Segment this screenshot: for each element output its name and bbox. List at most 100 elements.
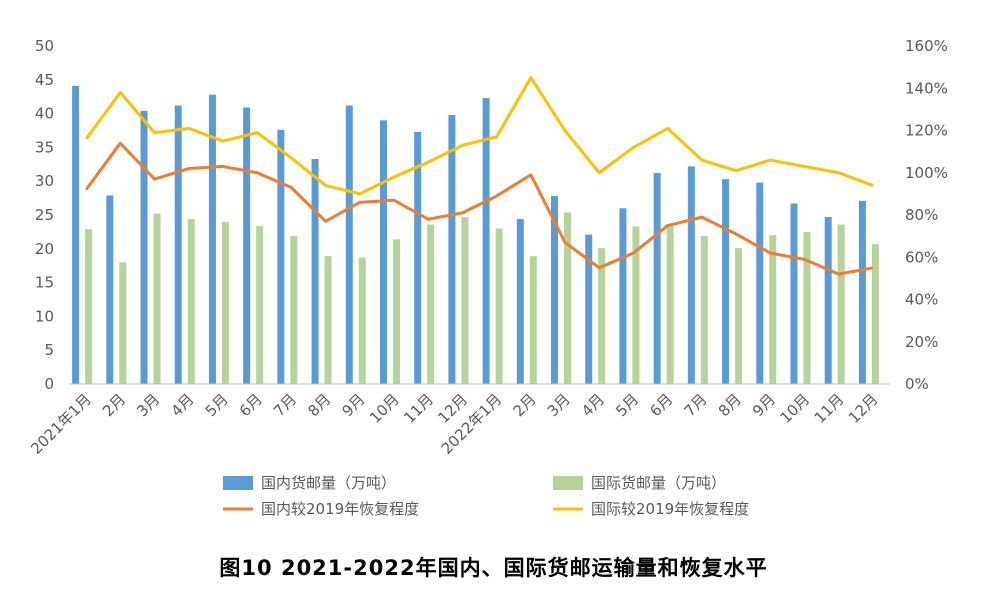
x-tick-label: 7月: [681, 390, 711, 420]
bar-domestic: [585, 234, 593, 384]
bars-group: [72, 85, 879, 385]
x-tick-label: 10月: [776, 390, 813, 427]
bar-domestic: [345, 105, 353, 384]
bar-international: [598, 248, 606, 384]
x-tick-label: 12月: [845, 390, 882, 427]
x-tick-label: 8月: [304, 390, 334, 420]
left-tick-label: 10: [35, 307, 54, 325]
legend-label-international-recovery: 国际较2019年恢复程度: [591, 500, 749, 518]
legend-label-domestic-recovery: 国内较2019年恢复程度: [261, 500, 419, 518]
bar-international: [837, 224, 845, 384]
right-tick-label: 60%: [905, 248, 938, 266]
x-tick-label: 11月: [811, 390, 848, 427]
bar-domestic: [414, 131, 422, 384]
bar-domestic: [482, 98, 490, 384]
bar-domestic: [551, 196, 559, 384]
x-tick-label: 8月: [715, 390, 745, 420]
right-tick-label: 140%: [905, 79, 948, 97]
bar-domestic: [208, 94, 216, 384]
legend-swatch-domestic: [223, 476, 253, 490]
left-tick-label: 35: [35, 138, 54, 156]
left-tick-label: 20: [35, 240, 54, 258]
right-tick-label: 40%: [905, 291, 938, 309]
bar-international: [871, 244, 879, 384]
bar-international: [358, 257, 366, 384]
x-tick-label: 3月: [544, 390, 574, 420]
x-tick-label: 2月: [510, 390, 540, 420]
x-tick-label: 10月: [366, 390, 403, 427]
bar-international: [803, 231, 811, 384]
legend-label-domestic: 国内货邮量（万吨）: [261, 474, 396, 492]
bar-domestic: [311, 158, 319, 384]
bar-domestic: [277, 129, 285, 384]
left-tick-label: 5: [44, 341, 54, 359]
bar-domestic: [243, 107, 251, 385]
x-tick-label: 6月: [236, 390, 266, 420]
bar-international: [632, 226, 640, 384]
bar-international: [119, 262, 127, 384]
left-tick-label: 50: [35, 37, 54, 55]
bar-international: [735, 248, 743, 384]
right-tick-label: 120%: [905, 122, 948, 140]
bar-domestic: [858, 200, 866, 384]
bar-domestic: [790, 203, 798, 384]
bar-international: [461, 217, 469, 384]
bar-international: [324, 256, 332, 384]
bar-international: [187, 219, 195, 384]
bar-domestic: [174, 105, 182, 384]
bar-domestic: [72, 85, 80, 384]
bar-international: [564, 212, 572, 384]
x-tick-label: 9月: [749, 390, 779, 420]
x-tick-label: 5月: [202, 390, 232, 420]
x-tick-label: 9月: [339, 390, 369, 420]
bar-domestic: [106, 195, 114, 384]
right-tick-label: 160%: [905, 37, 948, 55]
bar-international: [392, 239, 400, 384]
right-tick-label: 80%: [905, 206, 938, 224]
left-tick-label: 25: [35, 206, 54, 224]
legend-label-international: 国际货邮量（万吨）: [591, 474, 726, 492]
line-international-recovery: [84, 76, 874, 196]
bar-domestic: [140, 110, 148, 385]
bar-international: [427, 224, 435, 384]
left-tick-label: 30: [35, 172, 54, 190]
line-domestic-recovery: [84, 141, 874, 276]
x-tick-label: 2021年1月: [27, 390, 95, 458]
x-tick-label: 2月: [99, 390, 129, 420]
x-tick-label: 4月: [578, 390, 608, 420]
bar-international: [153, 213, 161, 384]
left-tick-label: 0: [44, 375, 54, 393]
bar-international: [666, 224, 674, 384]
bar-domestic: [619, 208, 627, 384]
left-axis-ticks: 0 5 10 15 20 25 30 35 40 45 50: [35, 37, 54, 393]
bar-domestic: [653, 173, 661, 384]
chart-caption: 图10 2021-2022年国内、国际货邮运输量和恢复水平: [219, 556, 768, 580]
bar-domestic: [756, 182, 764, 384]
x-tick-label: 3月: [133, 390, 163, 420]
bar-international: [221, 221, 229, 384]
right-axis-ticks: 0% 20% 40% 60% 80% 100% 120% 140% 160%: [905, 37, 948, 393]
left-tick-label: 45: [35, 71, 54, 89]
bar-international: [256, 225, 264, 384]
bar-domestic: [687, 166, 695, 384]
bar-international: [495, 228, 503, 384]
right-tick-label: 0%: [905, 375, 929, 393]
bar-international: [85, 229, 93, 384]
x-tick-label: 6月: [646, 390, 676, 420]
bar-domestic: [824, 217, 832, 384]
right-tick-label: 100%: [905, 164, 948, 182]
bar-domestic: [379, 120, 387, 385]
x-tick-label: 5月: [612, 390, 642, 420]
bar-international: [529, 256, 537, 384]
legend: 国内货邮量（万吨） 国际货邮量（万吨） 国内较2019年恢复程度 国际较2019…: [223, 474, 749, 518]
x-tick-label: 4月: [167, 390, 197, 420]
left-tick-label: 40: [35, 105, 54, 123]
bar-international: [290, 235, 298, 384]
bar-international: [769, 235, 777, 384]
right-tick-label: 20%: [905, 333, 938, 351]
bar-domestic: [448, 114, 456, 385]
x-tick-label: 11月: [400, 390, 437, 427]
bar-domestic: [516, 219, 524, 384]
